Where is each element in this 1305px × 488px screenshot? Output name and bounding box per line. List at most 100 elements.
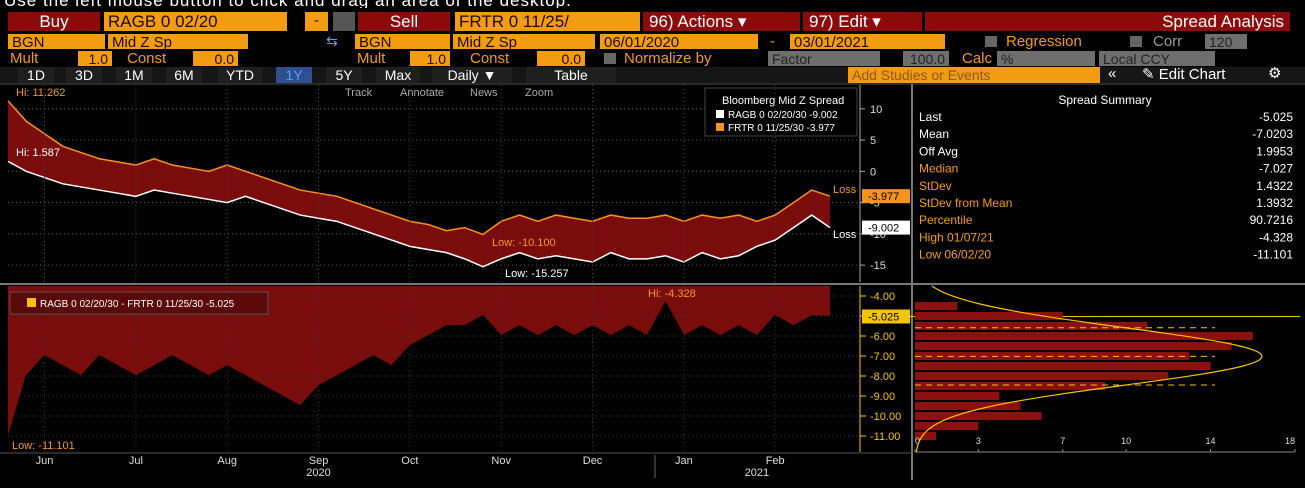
- period-button[interactable]: 5Y: [326, 67, 362, 83]
- swap-icon[interactable]: ⇆: [326, 34, 338, 49]
- series-line: [7, 160, 831, 268]
- studies-field[interactable]: Add Studies or Events: [848, 67, 1100, 83]
- corr-label: Corr: [1153, 34, 1183, 49]
- histogram-bar: [915, 372, 1169, 380]
- summary-value: 90.7216: [1250, 213, 1294, 227]
- collapse-icon[interactable]: «: [1108, 66, 1117, 82]
- y-tick-label: -4.00: [870, 291, 895, 303]
- y-tick-label: -5: [870, 198, 880, 210]
- chart-tool[interactable]: Zoom: [525, 87, 553, 99]
- checkbox[interactable]: [1130, 36, 1142, 47]
- mult-field[interactable]: 1.0: [78, 51, 112, 66]
- date-separator: -: [770, 34, 775, 49]
- edit-menu[interactable]: 97) Edit ▾: [803, 12, 922, 31]
- chart-tool[interactable]: Track: [345, 87, 373, 99]
- summary-label: StDev from Mean: [919, 196, 1012, 210]
- summary-value: -5.025: [1259, 110, 1293, 124]
- period-button[interactable]: YTD: [218, 67, 262, 83]
- y-tick-label: 5: [870, 135, 876, 147]
- currency-field[interactable]: Local CCY: [1099, 51, 1215, 66]
- period-button[interactable]: 3D: [66, 67, 102, 83]
- histogram-bar: [915, 342, 1232, 350]
- histogram-bar: [915, 312, 1063, 320]
- y-tick-label: -10.00: [870, 411, 901, 423]
- last-value-label: -5.025: [868, 312, 899, 324]
- checkbox[interactable]: [985, 36, 997, 47]
- start-date[interactable]: 06/01/2020: [600, 34, 758, 49]
- annotation: Low: -11.101: [12, 440, 75, 452]
- period-button[interactable]: 1D: [18, 67, 54, 83]
- y-tick-label: -9.00: [870, 391, 895, 403]
- legend-entry: RAGB 0 02/20/30 -9.002: [728, 110, 838, 121]
- last-value-label: -9.002: [868, 223, 899, 235]
- annotation: Hi: 11.262: [16, 87, 65, 99]
- x-tick-label: 14: [1206, 436, 1216, 446]
- x-tick-label: Sep: [309, 455, 329, 467]
- histogram-bar: [915, 322, 1148, 330]
- end-date[interactable]: 03/01/2021: [790, 34, 945, 49]
- sell-security[interactable]: FRTR 0 11/25/: [455, 12, 640, 31]
- period-button[interactable]: 6M: [166, 67, 202, 83]
- summary-value: -4.328: [1259, 230, 1293, 244]
- y-tick-label: -8.00: [870, 371, 895, 383]
- buy-option[interactable]: -: [305, 12, 328, 31]
- settings-icon[interactable]: ⚙: [1268, 66, 1282, 82]
- summary-value: -11.101: [1253, 248, 1293, 262]
- corr-window[interactable]: 120: [1205, 34, 1247, 49]
- legend-box: [704, 87, 858, 137]
- summary-label: Median: [919, 162, 958, 176]
- summary-label: StDev: [919, 179, 952, 193]
- summary-title: Spread Summary: [1058, 93, 1151, 107]
- chart-tool[interactable]: Annotate: [400, 87, 444, 99]
- x-tick-label: Feb: [766, 455, 785, 467]
- regression-label: Regression: [1006, 34, 1082, 49]
- const-field[interactable]: 0.0: [193, 51, 238, 66]
- area-fill: [8, 286, 830, 439]
- period-button[interactable]: 1Y: [276, 67, 312, 83]
- x-tick-label: 0: [915, 436, 920, 446]
- calc-label: Calc: [962, 51, 993, 66]
- legend-entry: FRTR 0 11/25/30 -3.977: [728, 123, 835, 134]
- calc-field[interactable]: %: [997, 51, 1095, 66]
- period-button[interactable]: 1M: [116, 67, 152, 83]
- legend-swatch: [27, 298, 36, 307]
- buy-label: Buy: [8, 12, 100, 31]
- checkbox[interactable]: [604, 53, 616, 64]
- x-tick-label: Jul: [129, 455, 143, 467]
- period-button[interactable]: Max: [376, 67, 420, 83]
- x-tick-label: Aug: [217, 455, 237, 467]
- histogram-bar: [915, 392, 1000, 400]
- actions-menu[interactable]: 96) Actions ▾: [643, 12, 800, 31]
- sell-source[interactable]: BGN: [355, 34, 450, 49]
- buy-security[interactable]: RAGB 0 02/20: [104, 12, 287, 31]
- last-value-tag: [862, 189, 910, 204]
- x-tick-label: Jan: [675, 455, 693, 467]
- buy-field[interactable]: Mid Z Sp: [108, 34, 248, 49]
- annotation: Hi: -4.328: [648, 288, 696, 300]
- histogram-bar: [915, 432, 937, 440]
- series-line: [7, 300, 831, 439]
- const-field[interactable]: 0.0: [537, 51, 585, 66]
- buy-source[interactable]: BGN: [8, 34, 105, 49]
- y-tick-label: -7.00: [870, 351, 895, 363]
- const-label: Const: [127, 51, 167, 66]
- frequency-menu[interactable]: Daily ▼: [432, 67, 512, 83]
- chart-tool[interactable]: News: [470, 87, 498, 99]
- dropdown[interactable]: [333, 12, 355, 31]
- sell-label: Sell: [358, 12, 450, 31]
- summary-label: Low 06/02/20: [919, 248, 991, 262]
- sell-field[interactable]: Mid Z Sp: [453, 34, 595, 49]
- annotation: Hi: 1.587: [16, 147, 60, 159]
- mult-field[interactable]: 1.0: [410, 51, 450, 66]
- normalize-field[interactable]: Factor: [768, 51, 880, 66]
- series-line: [7, 100, 831, 236]
- edit-chart-label: Edit Chart: [1158, 67, 1226, 83]
- factor-field[interactable]: 100.0: [903, 51, 949, 66]
- edit-chart-button[interactable]: ✎ Edit Chart: [1142, 67, 1226, 83]
- legend-name: RAGB 0 02/20/30 - FRTR 0 11/25/30: [40, 299, 203, 310]
- legend-value: -9.002: [809, 110, 838, 121]
- spread-fill: [8, 100, 830, 267]
- year-label: 2020: [306, 467, 330, 479]
- histogram-bar: [915, 382, 1105, 390]
- table-button[interactable]: Table: [526, 67, 616, 83]
